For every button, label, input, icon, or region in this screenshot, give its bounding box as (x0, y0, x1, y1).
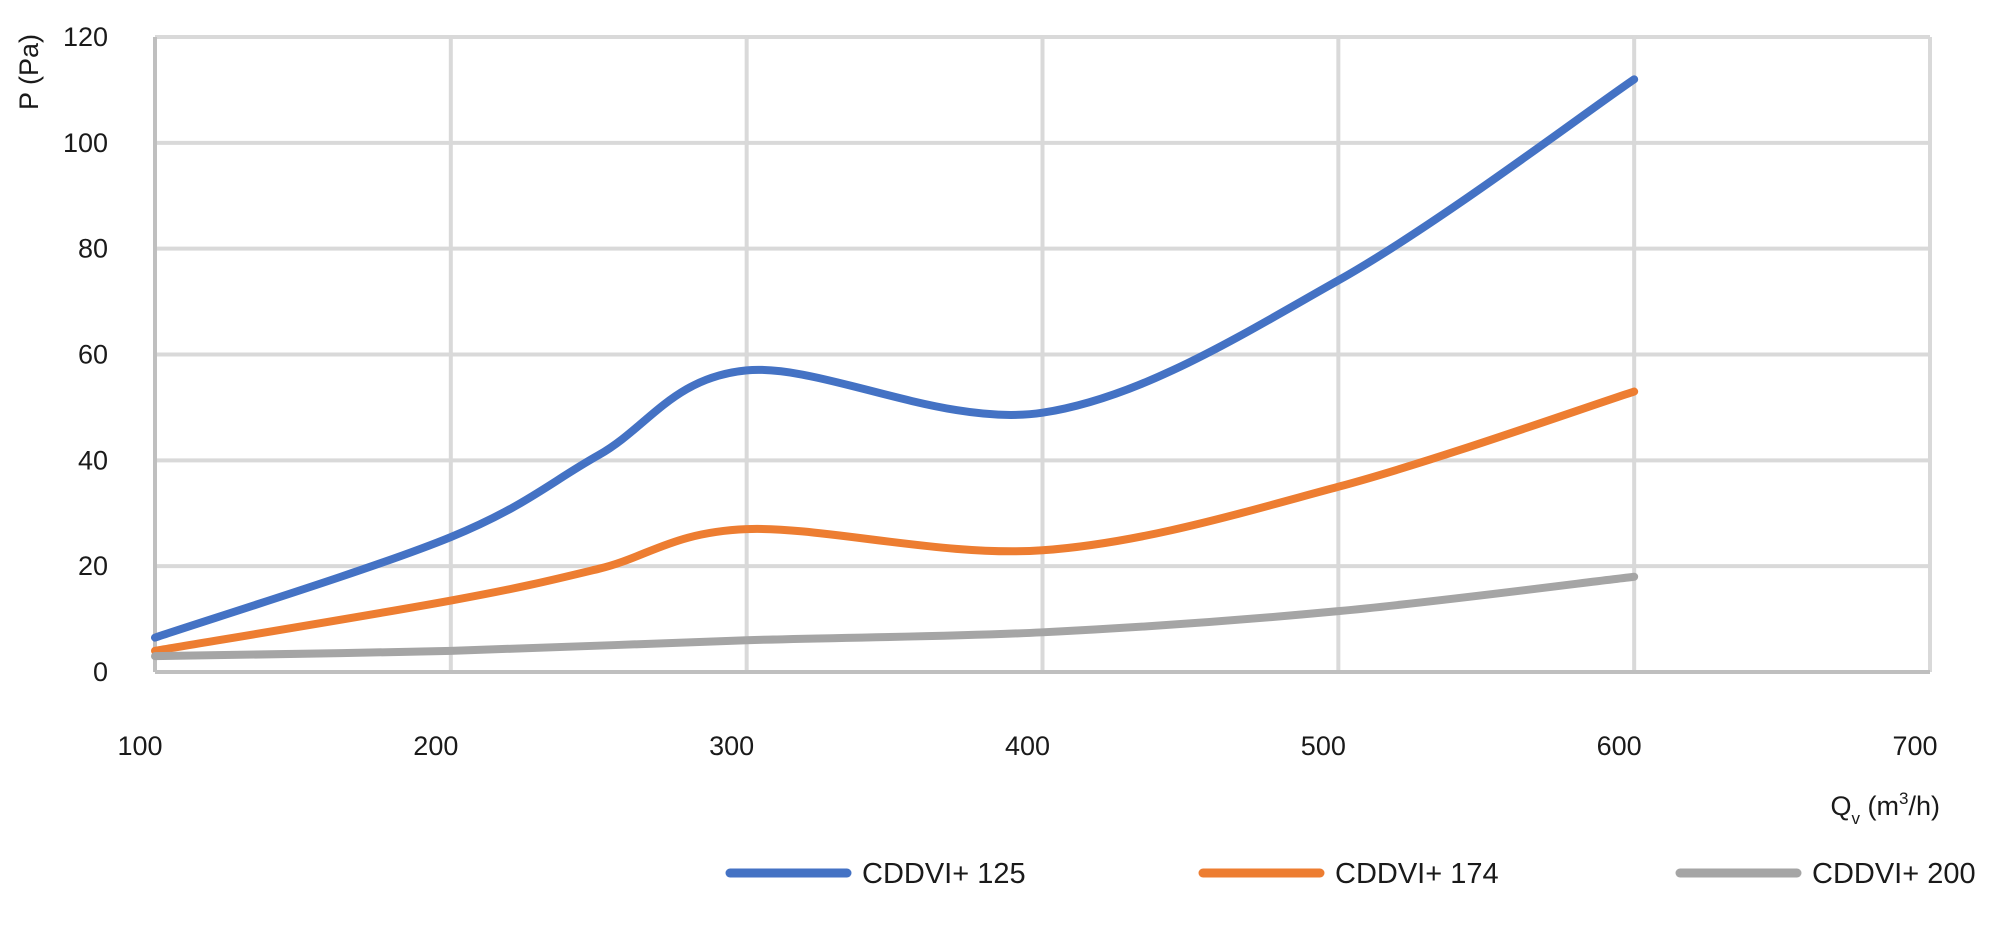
legend: CDDVI+ 125 CDDVI+ 174 CDDVI+ 200 (725, 858, 1976, 890)
x-axis-title-subscript: v (1852, 809, 1861, 828)
y-tick-label: 80 (78, 234, 108, 264)
y-tick-label: 20 (78, 551, 108, 581)
x-tick-label: 100 (117, 731, 162, 761)
legend-item: CDDVI+ 125 (725, 858, 1026, 890)
legend-label: CDDVI+ 125 (862, 858, 1026, 890)
x-tick-label: 700 (1892, 731, 1937, 761)
legend-label: CDDVI+ 200 (1812, 858, 1976, 890)
series-line-1 (151, 75, 1639, 642)
axes (153, 37, 1930, 674)
legend-item: CDDVI+ 200 (1675, 858, 1976, 890)
legend-item: CDDVI+ 174 (1198, 858, 1499, 890)
y-tick-label: 40 (78, 445, 108, 475)
grid (153, 35, 1932, 674)
y-axis-title: P (Pa) (14, 34, 44, 110)
y-tick-label: 120 (63, 22, 108, 52)
x-axis-title-unit-open: (m (1860, 791, 1899, 821)
x-tick-labels: 100 200 300 400 500 600 700 (117, 731, 1937, 761)
y-tick-label: 60 (78, 340, 108, 370)
x-tick-label: 600 (1597, 731, 1642, 761)
x-axis-title-base: Q (1831, 791, 1852, 821)
x-axis-title: Qv (m3/h) (1831, 789, 1940, 828)
legend-label: CDDVI+ 174 (1335, 858, 1499, 890)
series-line-3 (151, 572, 1639, 661)
y-tick-label: 0 (93, 657, 108, 687)
series-lines (151, 75, 1639, 661)
series-line-2 (151, 387, 1639, 655)
y-tick-labels: 0 20 40 60 80 100 120 (63, 22, 108, 687)
x-tick-label: 300 (709, 731, 754, 761)
x-axis-title-unit-close: /h) (1908, 791, 1940, 821)
x-tick-label: 400 (1005, 731, 1050, 761)
x-tick-label: 200 (413, 731, 458, 761)
x-axis-title-superscript: 3 (1899, 789, 1908, 808)
y-tick-label: 100 (63, 128, 108, 158)
x-tick-label: 500 (1301, 731, 1346, 761)
